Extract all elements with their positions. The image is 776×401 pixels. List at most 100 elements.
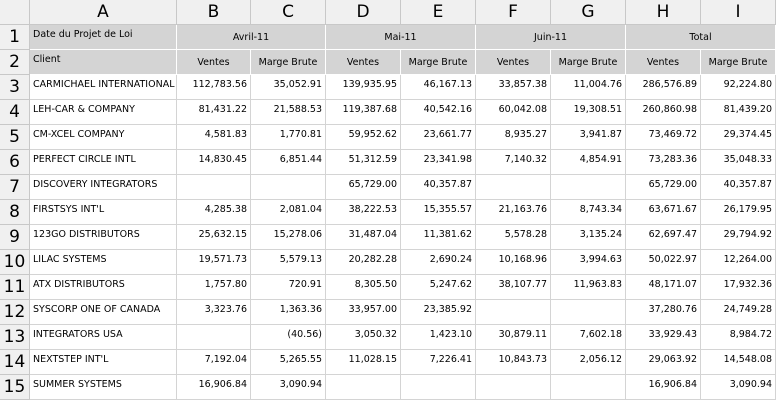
cell[interactable]: PERFECT CIRCLE INTL [30, 150, 177, 175]
cell[interactable]: 40,357.87 [701, 175, 776, 200]
column-header[interactable]: A [30, 0, 177, 25]
cell[interactable]: 51,312.59 [326, 150, 401, 175]
cell[interactable]: 40,357.87 [401, 175, 476, 200]
cell[interactable]: LILAC SYSTEMS [30, 250, 177, 275]
cell[interactable]: 112,783.56 [177, 75, 251, 100]
cell[interactable]: CARMICHAEL INTERNATIONAL [30, 75, 177, 100]
cell[interactable] [401, 375, 476, 400]
cell[interactable]: 23,661.77 [401, 125, 476, 150]
cell[interactable]: 1,363.36 [251, 300, 326, 325]
cell[interactable]: 16,906.84 [626, 375, 701, 400]
cell[interactable]: 3,090.94 [701, 375, 776, 400]
cell[interactable]: 38,222.53 [326, 200, 401, 225]
cell[interactable] [326, 375, 401, 400]
cell[interactable] [177, 325, 251, 350]
month-header[interactable]: Total [626, 25, 776, 50]
cell[interactable] [551, 300, 626, 325]
cell[interactable]: 14,548.08 [701, 350, 776, 375]
column-header[interactable]: F [476, 0, 551, 25]
cell[interactable]: 5,578.28 [476, 225, 551, 250]
cell[interactable]: 11,963.83 [551, 275, 626, 300]
cell[interactable]: 15,278.06 [251, 225, 326, 250]
cell[interactable]: 139,935.95 [326, 75, 401, 100]
cell[interactable]: NEXTSTEP INT'L [30, 350, 177, 375]
cell[interactable]: 15,355.57 [401, 200, 476, 225]
cell[interactable]: 21,163.76 [476, 200, 551, 225]
cell[interactable] [251, 175, 326, 200]
cell[interactable]: 35,052.91 [251, 75, 326, 100]
subheader[interactable]: Marge Brute [551, 50, 626, 75]
cell[interactable]: 25,632.15 [177, 225, 251, 250]
cell[interactable]: 24,749.28 [701, 300, 776, 325]
cell[interactable]: DISCOVERY INTEGRATORS [30, 175, 177, 200]
row-header[interactable]: 9 [0, 225, 30, 250]
cell[interactable]: 4,581.83 [177, 125, 251, 150]
cell[interactable]: 38,107.77 [476, 275, 551, 300]
month-header[interactable]: Avril-11 [177, 25, 326, 50]
cell[interactable]: 23,385.92 [401, 300, 476, 325]
cell[interactable]: 19,308.51 [551, 100, 626, 125]
cell[interactable]: FIRSTSYS INT'L [30, 200, 177, 225]
cell[interactable]: 7,140.32 [476, 150, 551, 175]
cell[interactable]: 11,028.15 [326, 350, 401, 375]
column-header[interactable]: D [326, 0, 401, 25]
cell[interactable]: 65,729.00 [626, 175, 701, 200]
cell[interactable]: 50,022.97 [626, 250, 701, 275]
cell[interactable]: 5,265.55 [251, 350, 326, 375]
cell[interactable]: 5,579.13 [251, 250, 326, 275]
subheader[interactable]: Marge Brute [701, 50, 776, 75]
subheader[interactable]: Ventes [177, 50, 251, 75]
cell[interactable]: 81,439.20 [701, 100, 776, 125]
cell[interactable]: 8,305.50 [326, 275, 401, 300]
cell[interactable]: 65,729.00 [326, 175, 401, 200]
cell[interactable]: 37,280.76 [626, 300, 701, 325]
cell[interactable]: 5,247.62 [401, 275, 476, 300]
column-header[interactable]: C [251, 0, 326, 25]
month-header[interactable]: Juin-11 [476, 25, 626, 50]
cell[interactable]: 12,264.00 [701, 250, 776, 275]
cell[interactable]: LEH-CAR & COMPANY [30, 100, 177, 125]
cell[interactable] [177, 175, 251, 200]
row-header[interactable]: 10 [0, 250, 30, 275]
cell[interactable]: (40.56) [251, 325, 326, 350]
cell[interactable]: CM-XCEL COMPANY [30, 125, 177, 150]
cell[interactable]: SYSCORP ONE OF CANADA [30, 300, 177, 325]
cell[interactable]: 4,285.38 [177, 200, 251, 225]
cell[interactable]: SUMMER SYSTEMS [30, 375, 177, 400]
row-header[interactable]: 7 [0, 175, 30, 200]
cell[interactable]: 73,469.72 [626, 125, 701, 150]
cell[interactable]: 46,167.13 [401, 75, 476, 100]
column-header[interactable]: I [701, 0, 776, 25]
subheader[interactable]: Ventes [626, 50, 701, 75]
cell[interactable]: 2,056.12 [551, 350, 626, 375]
month-header[interactable]: Mai-11 [326, 25, 476, 50]
cell[interactable]: 3,090.94 [251, 375, 326, 400]
cell[interactable]: 35,048.33 [701, 150, 776, 175]
cell[interactable]: 1,757.80 [177, 275, 251, 300]
cell[interactable]: 63,671.67 [626, 200, 701, 225]
cell[interactable] [476, 375, 551, 400]
cell[interactable]: 48,171.07 [626, 275, 701, 300]
cell[interactable]: 8,743.34 [551, 200, 626, 225]
row-header[interactable]: 4 [0, 100, 30, 125]
cell[interactable]: 119,387.68 [326, 100, 401, 125]
cell[interactable] [476, 175, 551, 200]
column-header[interactable]: E [401, 0, 476, 25]
cell[interactable]: 4,854.91 [551, 150, 626, 175]
cell[interactable]: 3,994.63 [551, 250, 626, 275]
cell[interactable]: 33,857.38 [476, 75, 551, 100]
row-header[interactable]: 1 [0, 25, 30, 50]
subheader[interactable]: Marge Brute [401, 50, 476, 75]
cell[interactable]: 81,431.22 [177, 100, 251, 125]
subheader[interactable]: Marge Brute [251, 50, 326, 75]
cell[interactable]: 123GO DISTRIBUTORS [30, 225, 177, 250]
cell[interactable]: 14,830.45 [177, 150, 251, 175]
cell[interactable]: 29,794.92 [701, 225, 776, 250]
row-header[interactable]: 12 [0, 300, 30, 325]
cell[interactable]: 23,341.98 [401, 150, 476, 175]
cell[interactable]: 59,952.62 [326, 125, 401, 150]
cell[interactable]: 26,179.95 [701, 200, 776, 225]
cell[interactable]: 260,860.98 [626, 100, 701, 125]
cell[interactable] [551, 175, 626, 200]
cell[interactable]: 31,487.04 [326, 225, 401, 250]
